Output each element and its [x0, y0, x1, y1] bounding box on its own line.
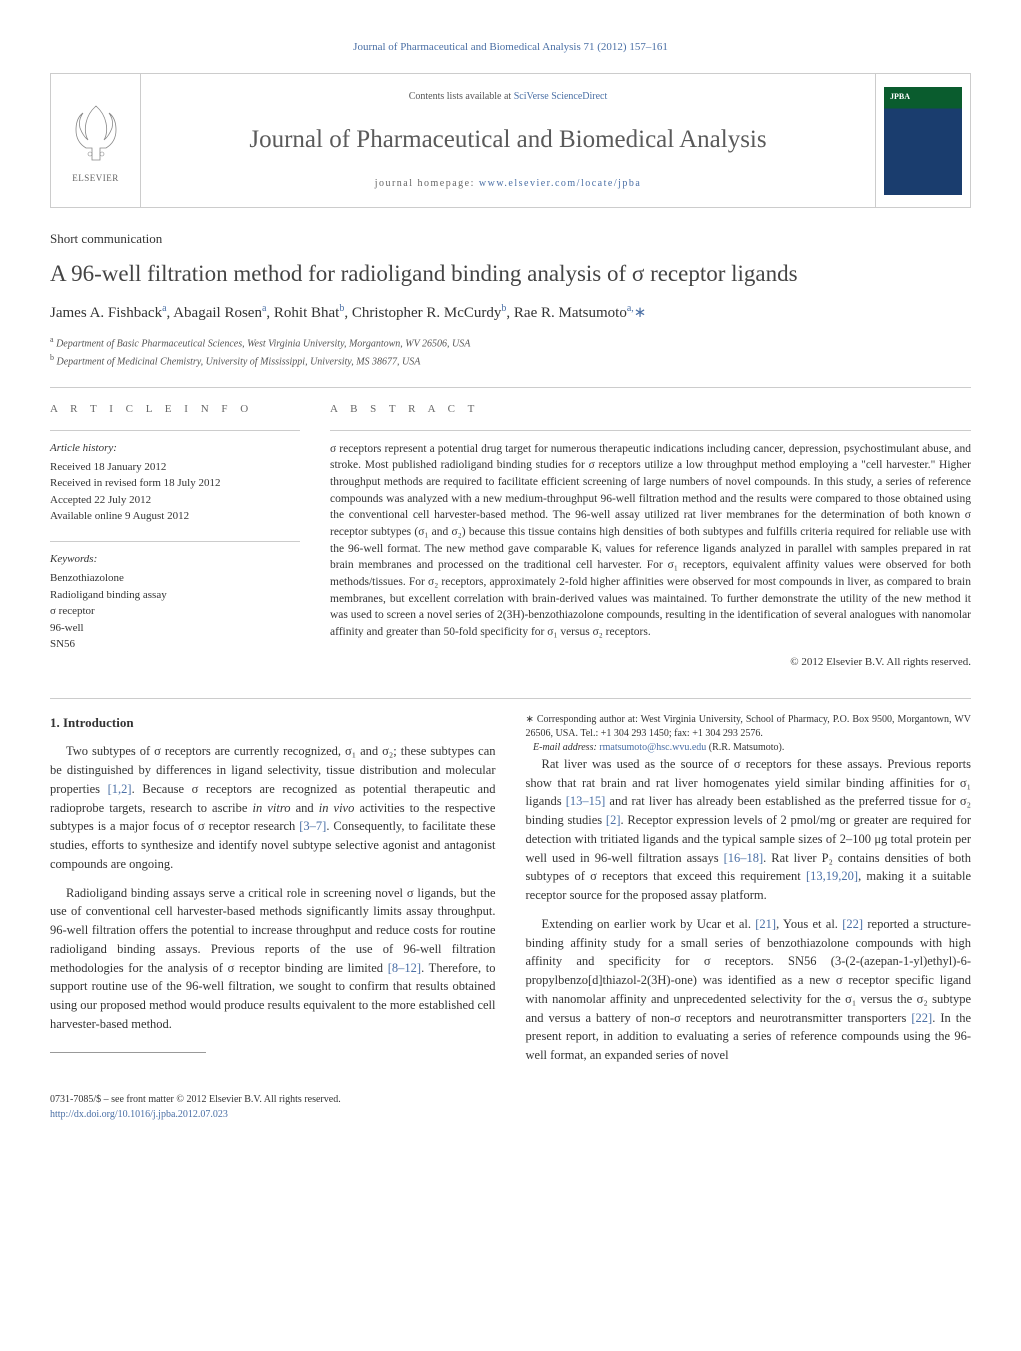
history-title: Article history: [50, 441, 300, 456]
divider [50, 698, 971, 699]
body-paragraph: Two subtypes of σ receptors are currentl… [50, 742, 496, 873]
history-line: Received in revised form 18 July 2012 [50, 475, 300, 492]
abstract-text: σ receptors represent a potential drug t… [330, 430, 971, 641]
issn-copyright-line: 0731-7085/$ – see front matter © 2012 El… [50, 1092, 971, 1107]
sciencedirect-link[interactable]: SciVerse ScienceDirect [514, 91, 608, 102]
citation-link[interactable]: [21] [755, 917, 776, 931]
email-suffix: (R.R. Matsumoto). [706, 742, 784, 753]
article-body: 1. Introduction Two subtypes of σ recept… [50, 713, 971, 1068]
citation-link[interactable]: [22] [911, 1011, 932, 1025]
affiliation-text: Department of Medicinal Chemistry, Unive… [57, 356, 421, 367]
keywords-title: Keywords: [50, 552, 300, 567]
author-list: James A. Fishbacka, Abagail Rosena, Rohi… [50, 302, 971, 324]
author-aff: a [162, 303, 166, 314]
journal-homepage-line: journal homepage: www.elsevier.com/locat… [375, 177, 642, 191]
author-aff: a [262, 303, 266, 314]
keyword: Radioligand binding assay [50, 587, 300, 604]
journal-header: ELSEVIER Contents lists available at Sci… [50, 73, 971, 208]
doi-link[interactable]: http://dx.doi.org/10.1016/j.jpba.2012.07… [50, 1109, 228, 1120]
keywords-block: Keywords: Benzothiazolone Radioligand bi… [50, 541, 300, 653]
body-paragraph: Radioligand binding assays serve a criti… [50, 884, 496, 1034]
citation-link[interactable]: [2] [606, 813, 621, 827]
body-paragraph: Extending on earlier work by Ucar et al.… [526, 915, 972, 1065]
email-label: E-mail address: [533, 742, 599, 753]
journal-homepage-link[interactable]: www.elsevier.com/locate/jpba [479, 178, 641, 189]
keyword: SN56 [50, 636, 300, 653]
author-aff: b [339, 303, 344, 314]
affiliation-line: b Department of Medicinal Chemistry, Uni… [50, 352, 971, 369]
citation-link[interactable]: [22] [842, 917, 863, 931]
author: Abagail Rosen [173, 305, 262, 321]
affiliations: a Department of Basic Pharmaceutical Sci… [50, 334, 971, 369]
author-aff: a, [627, 303, 634, 314]
publisher-name: ELSEVIER [72, 172, 119, 185]
corresponding-email-link[interactable]: rmatsumoto@hsc.wvu.edu [599, 742, 706, 753]
keyword: 96-well [50, 620, 300, 637]
contents-available-line: Contents lists available at SciVerse Sci… [409, 90, 608, 104]
author: James A. Fishback [50, 305, 162, 321]
divider [50, 387, 971, 388]
history-line: Accepted 22 July 2012 [50, 492, 300, 509]
keyword: Benzothiazolone [50, 570, 300, 587]
footnote-separator [50, 1052, 206, 1053]
abstract-heading: A B S T R A C T [330, 402, 971, 417]
keyword: σ receptor [50, 603, 300, 620]
corresponding-star-icon: ∗ [634, 305, 647, 321]
article-history-block: Article history: Received 18 January 201… [50, 430, 300, 525]
page-footer: 0731-7085/$ – see front matter © 2012 El… [50, 1092, 971, 1122]
doi-prefix: http://dx.doi.org/ [50, 1109, 118, 1120]
footnote-star-icon: ∗ [526, 714, 534, 725]
citation-link[interactable]: [16–18] [724, 851, 764, 865]
abstract-column: A B S T R A C T σ receptors represent a … [330, 402, 971, 670]
contents-prefix: Contents lists available at [409, 91, 514, 102]
header-citation: Journal of Pharmaceutical and Biomedical… [50, 40, 971, 55]
elsevier-tree-icon [68, 98, 124, 168]
doi-line: http://dx.doi.org/10.1016/j.jpba.2012.07… [50, 1107, 971, 1122]
homepage-prefix: journal homepage: [375, 178, 479, 189]
affiliation-line: a Department of Basic Pharmaceutical Sci… [50, 334, 971, 351]
body-paragraph: Rat liver was used as the source of σ re… [526, 755, 972, 905]
history-line: Received 18 January 2012 [50, 459, 300, 476]
article-type: Short communication [50, 230, 971, 248]
author: Christopher R. McCurdy [352, 305, 502, 321]
footnote-text: Corresponding author at: West Virginia U… [526, 714, 972, 739]
journal-cover-thumbnail [884, 87, 962, 195]
header-center: Contents lists available at SciVerse Sci… [141, 74, 875, 207]
citation-link[interactable]: [13,19,20] [806, 869, 858, 883]
citation-link[interactable]: [13–15] [566, 794, 606, 808]
doi-value: 10.1016/j.jpba.2012.07.023 [118, 1109, 228, 1120]
corresponding-author-footnote: ∗ Corresponding author at: West Virginia… [526, 713, 972, 755]
citation-link[interactable]: [1,2] [108, 782, 132, 796]
article-title: A 96-well filtration method for radiolig… [50, 259, 971, 289]
journal-name: Journal of Pharmaceutical and Biomedical… [249, 122, 766, 157]
author: Rohit Bhat [274, 305, 339, 321]
publisher-logo-cell: ELSEVIER [51, 74, 141, 207]
author: Rae R. Matsumoto [514, 305, 627, 321]
article-info-column: A R T I C L E I N F O Article history: R… [50, 402, 300, 670]
affiliation-text: Department of Basic Pharmaceutical Scien… [56, 339, 470, 350]
author-aff: b [501, 303, 506, 314]
journal-cover-cell [875, 74, 970, 207]
citation-link[interactable]: [8–12] [388, 961, 421, 975]
citation-link[interactable]: [3–7] [299, 819, 326, 833]
section-heading: 1. Introduction [50, 713, 496, 733]
abstract-copyright: © 2012 Elsevier B.V. All rights reserved… [330, 655, 971, 670]
article-info-heading: A R T I C L E I N F O [50, 402, 300, 417]
history-line: Available online 9 August 2012 [50, 508, 300, 525]
